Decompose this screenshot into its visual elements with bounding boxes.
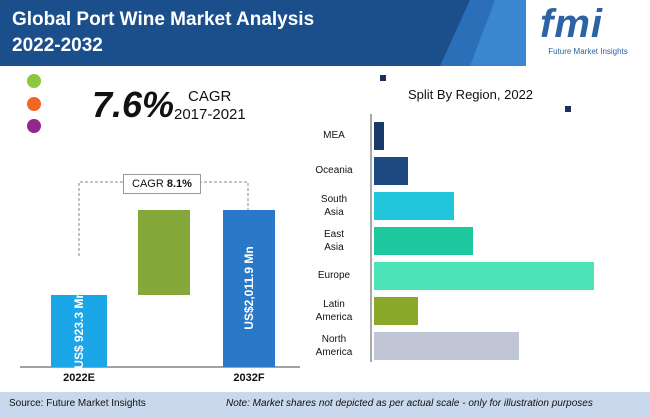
footer: Source: Future Market Insights Note: Mar… <box>0 392 650 418</box>
region-category-label: East Asia <box>323 228 344 253</box>
logo-subtitle: Future Market Insights <box>548 47 628 56</box>
region-category-label: Latin America <box>315 298 353 323</box>
cagr-value: 7.6% <box>92 84 175 125</box>
cagr-annotation-label: CAGR <box>132 178 164 190</box>
page-title: Global Port Wine Market Analysis <box>12 9 315 30</box>
bar-2022 <box>51 294 107 367</box>
region-bar <box>374 296 418 325</box>
decor-square <box>380 75 386 81</box>
legend-dot-green <box>27 74 41 88</box>
x-tick-2032: 2032F <box>233 372 265 384</box>
header-banner: Global Port Wine Market Analysis 2022-20… <box>0 0 650 66</box>
region-bar <box>374 121 384 150</box>
cagr-annotation: CAGR 8.1% <box>123 174 201 194</box>
cagr-label: CAGR <box>188 88 232 105</box>
bar-growth <box>138 210 190 295</box>
footer-note: Note: Market shares not depicted as per … <box>226 398 593 409</box>
region-chart-title: Split By Region, 2022 <box>408 87 534 102</box>
footer-source: Source: Future Market Insights <box>9 398 146 409</box>
logo: fmi Future Market Insights <box>526 0 650 66</box>
region-category-label: Europe <box>317 270 351 281</box>
header-decoration <box>440 0 526 66</box>
region-category-label: MEA <box>323 130 345 141</box>
x-tick-2022: 2022E <box>63 372 95 384</box>
region-category-label: South Asia <box>320 193 348 218</box>
region-category-label: Oceania <box>315 165 353 176</box>
legend-dot-orange <box>27 97 41 111</box>
page-subtitle: 2022-2032 <box>12 35 103 56</box>
decor-square <box>565 106 571 112</box>
cagr-annotation-value: 8.1% <box>166 178 192 190</box>
legend-dot-purple <box>27 119 41 133</box>
region-category-label: North America <box>315 333 353 358</box>
region-bar <box>374 331 520 360</box>
region-bar <box>374 226 474 255</box>
logo-text: fmi <box>540 2 603 46</box>
cagr-period: 2017-2021 <box>174 106 246 123</box>
bar-2032 <box>223 210 275 367</box>
region-bar <box>374 156 408 185</box>
region-bar <box>374 191 454 220</box>
region-bar <box>374 261 594 290</box>
